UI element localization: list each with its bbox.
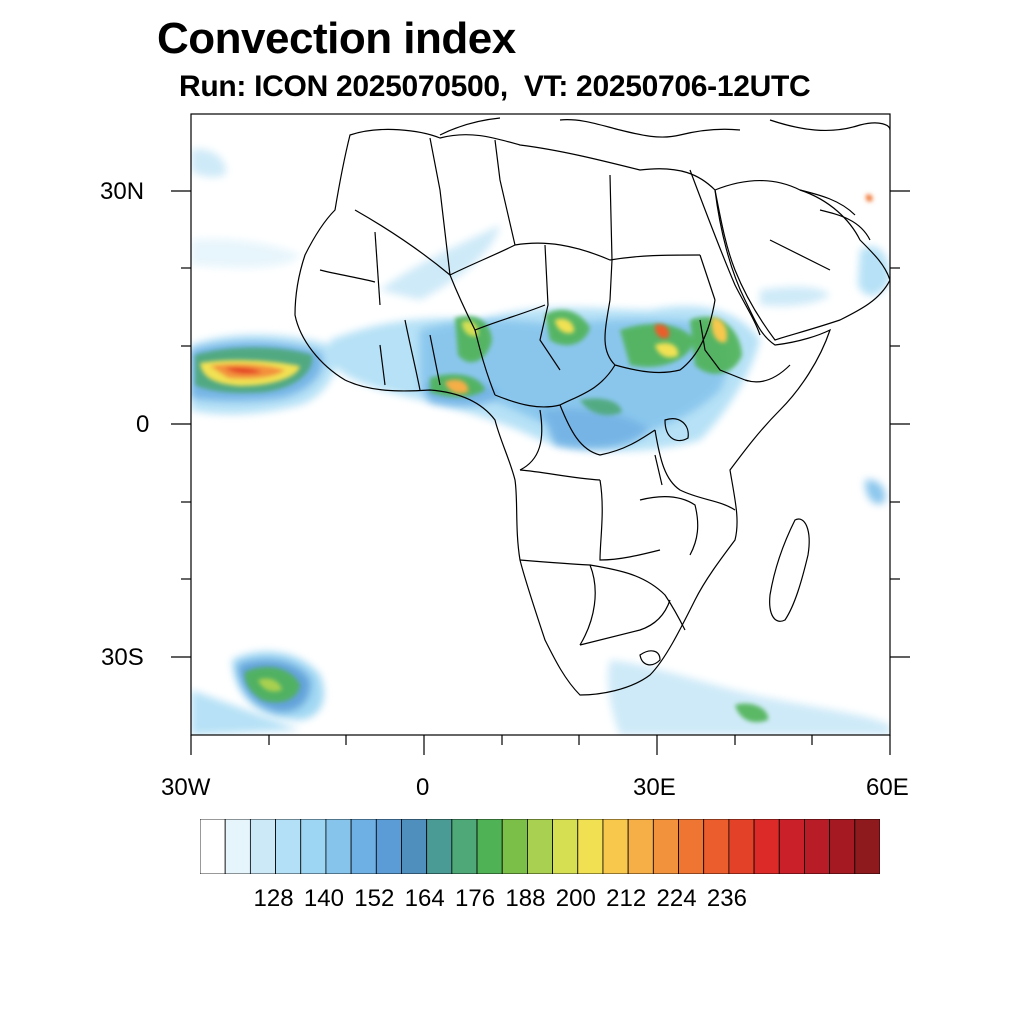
colorbar-tick-label: 152 (354, 885, 395, 912)
colorbar-swatch (325, 819, 352, 874)
colorbar-swatch (778, 819, 805, 874)
colorbar-tick-label: 224 (656, 885, 697, 912)
colorbar-swatch (375, 819, 402, 874)
lon-label-30w: 30W (161, 774, 211, 801)
colorbar (200, 819, 880, 874)
colorbar-swatch (627, 819, 654, 874)
colorbar-swatch (401, 819, 428, 874)
colorbar-swatch (476, 819, 503, 874)
lat-label-30s: 30S (101, 644, 144, 671)
lon-label-0: 0 (416, 774, 430, 801)
coastlines (294, 117, 890, 696)
convection-field (191, 149, 890, 735)
colorbar-swatch (854, 819, 880, 874)
colorbar-swatch (527, 819, 554, 874)
colorbar-swatch (602, 819, 629, 874)
colorbar-tick-label: 212 (606, 885, 647, 912)
colorbar-swatch (275, 819, 302, 874)
colorbar-swatch (426, 819, 453, 874)
colorbar-swatch (804, 819, 831, 874)
colorbar-tick-label: 176 (455, 885, 496, 912)
lat-label-30n: 30N (100, 178, 145, 205)
colorbar-swatch (577, 819, 604, 874)
colorbar-swatch (224, 819, 251, 874)
axis-ticks (171, 190, 910, 755)
colorbar-swatch (300, 819, 327, 874)
colorbar-swatch (451, 819, 478, 874)
colorbar-tick-label: 200 (555, 885, 596, 912)
map-title: Convection index (157, 14, 516, 63)
lon-label-30e: 30E (633, 774, 676, 801)
colorbar-tick-label: 164 (404, 885, 445, 912)
colorbar-swatch (350, 819, 377, 874)
colorbar-swatch (753, 819, 780, 874)
colorbar-swatch (249, 819, 276, 874)
colorbar-swatch (552, 819, 579, 874)
colorbar-swatch (501, 819, 528, 874)
colorbar-swatch (829, 819, 856, 874)
colorbar-swatch (703, 819, 730, 874)
colorbar-tick-label: 128 (253, 885, 294, 912)
colorbar-swatch (200, 819, 226, 874)
colorbar-swatch (652, 819, 679, 874)
map-subtitle: Run: ICON 2025070500, VT: 20250706-12UTC (179, 70, 811, 103)
colorbar-tick-label: 140 (303, 885, 344, 912)
lon-label-60e: 60E (866, 774, 909, 801)
colorbar-swatch (728, 819, 755, 874)
colorbar-tick-label: 236 (706, 885, 747, 912)
colorbar-swatch (678, 819, 705, 874)
colorbar-tick-label: 188 (505, 885, 546, 912)
lat-label-0: 0 (136, 411, 150, 438)
